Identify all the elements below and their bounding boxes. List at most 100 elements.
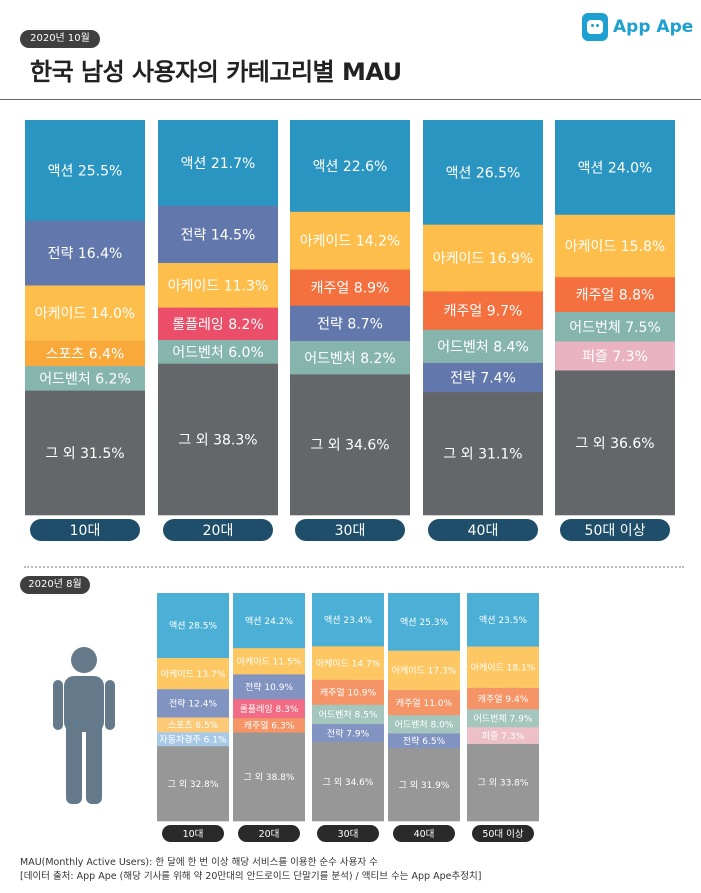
aug-label-4-어드벤처: 어드벤처 8.0%: [395, 719, 454, 731]
aug-bar-5-액션: [467, 593, 539, 647]
oct-label-2-액션: 액션 21.7%: [181, 156, 256, 172]
oct-age-label-5: 50대 이상: [585, 523, 646, 539]
oct-label-5-그-외: 그 외 36.6%: [575, 436, 654, 452]
aug-bar-3-캐주얼: [312, 679, 384, 706]
aug-bar-1-아케이드: [157, 657, 229, 690]
footnote: MAU(Monthly Active Users): 한 달에 한 번 이상 해…: [20, 856, 481, 884]
aug-label-5-캐주얼: 캐주얼 9.4%: [478, 694, 529, 705]
oct-label-1-스포츠: 스포츠 6.4%: [46, 346, 125, 362]
oct-label-2-롤플레잉: 롤플레잉 8.2%: [172, 317, 264, 333]
aug-label-2-아케이드: 아케이드 11.5%: [237, 657, 302, 668]
header-divider: [0, 99, 701, 100]
section-divider: [24, 566, 684, 568]
aug-bar-4-액션: [388, 593, 460, 651]
oct-label-5-아케이드: 아케이드 15.8%: [565, 239, 665, 255]
oct-age-label-1: 10대: [70, 523, 101, 539]
oct-label-2-그-외: 그 외 38.3%: [178, 432, 257, 448]
oct-bar-3-전략: [290, 305, 410, 342]
oct-label-5-캐주얼: 캐주얼 8.8%: [576, 288, 655, 304]
aug-bar-4-아케이드: [388, 650, 460, 691]
aug-label-5-어드번체: 어드번체 7.9%: [474, 714, 533, 725]
period-badge-august: 2020년 8월: [20, 576, 90, 594]
male-user-icon: [53, 647, 115, 804]
aug-label-2-캐주얼: 캐주얼 6.3%: [244, 721, 295, 732]
oct-bar-3-캐주얼: [290, 269, 410, 307]
oct-bar-4-캐주얼: [423, 291, 543, 331]
oct-label-1-액션: 액션 25.5%: [48, 163, 123, 179]
oct-label-4-캐주얼: 캐주얼 9.7%: [444, 304, 523, 320]
oct-age-pill-4: [428, 519, 538, 541]
oct-label-3-아케이드: 아케이드 14.2%: [300, 234, 400, 250]
aug-label-4-아케이드: 아케이드 17.3%: [392, 666, 457, 677]
aug-label-3-아케이드: 아케이드 14.7%: [316, 658, 381, 669]
aug-bar-1-그-외: [157, 746, 229, 822]
aug-label-4-액션: 액션 25.3%: [400, 616, 448, 628]
aug-bar-3-어드벤처: [312, 704, 384, 725]
aug-age-pill-1: [162, 825, 224, 842]
oct-label-2-전략: 전략 14.5%: [181, 227, 256, 243]
oct-bar-1-아케이드: [25, 285, 145, 342]
aug-age-label-1: 10대: [183, 829, 204, 840]
aug-bar-4-어드벤처: [388, 715, 460, 734]
oct-bar-5-그-외: [555, 370, 675, 516]
aug-label-2-액션: 액션 24.2%: [245, 615, 293, 627]
oct-bar-2-어드벤처: [158, 340, 278, 365]
aug-bar-2-그-외: [233, 732, 305, 822]
oct-bar-5-어드번체: [555, 311, 675, 342]
oct-label-4-액션: 액션 26.5%: [446, 165, 521, 181]
aug-age-pill-5: [472, 825, 534, 842]
aug-bar-5-아케이드: [467, 646, 539, 689]
oct-label-5-어드번체: 어드번체 7.5%: [569, 320, 661, 336]
october-chart: 액션 25.5% 전략 16.4% 아케이드 14.0% 스포츠 6.4% 어드벤처 6…: [25, 120, 675, 541]
oct-bar-3-어드벤처: [290, 341, 410, 375]
oct-label-3-캐주얼: 캐주얼 8.9%: [311, 281, 390, 297]
aug-label-4-캐주얼: 캐주얼 11.0%: [396, 698, 453, 709]
oct-label-3-전략: 전략 8.7%: [317, 316, 383, 332]
oct-bar-4-어드벤처: [423, 329, 543, 364]
period-badge-october: 2020년 10월: [20, 30, 100, 48]
aug-label-5-퍼즐: 퍼즐 7.3%: [482, 731, 525, 742]
oct-bar-2-액션: [158, 120, 278, 207]
aug-label-3-액션: 액션 23.4%: [324, 614, 372, 626]
aug-label-1-전략: 전략 12.4%: [169, 698, 217, 710]
mau-definition: MAU(Monthly Active Users): 한 달에 한 번 이상 해…: [20, 857, 378, 868]
aug-bar-3-아케이드: [312, 646, 384, 681]
oct-label-5-액션: 액션 24.0%: [578, 160, 653, 176]
aug-bar-5-캐주얼: [467, 687, 539, 710]
oct-bar-5-캐주얼: [555, 277, 675, 313]
oct-label-5-퍼즐: 퍼즐 7.3%: [582, 349, 648, 365]
oct-bar-1-어드벤처: [25, 366, 145, 391]
oct-age-label-3: 30대: [335, 523, 366, 539]
aug-bar-2-캐주얼: [233, 718, 305, 733]
aug-bar-3-전략: [312, 724, 384, 743]
oct-label-2-아케이드: 아케이드 11.3%: [168, 278, 268, 294]
oct-label-3-그-외: 그 외 34.6%: [310, 438, 389, 454]
oct-bar-4-액션: [423, 120, 543, 225]
oct-label-3-액션: 액션 22.6%: [313, 159, 388, 175]
aug-age-pill-4: [393, 825, 455, 842]
aug-bar-5-퍼즐: [467, 727, 539, 745]
oct-bar-4-아케이드: [423, 224, 543, 292]
data-source: [데이터 출처: App Ape (해당 기사를 위해 약 20만대의 안드로이…: [20, 871, 482, 882]
oct-bar-3-아케이드: [290, 211, 410, 270]
app-ape-logo-icon: [582, 13, 608, 41]
oct-bar-5-퍼즐: [555, 341, 675, 371]
oct-bar-3-액션: [290, 120, 410, 213]
aug-label-1-스포츠: 스포츠 6.5%: [168, 720, 219, 731]
aug-label-4-전략: 전략 6.5%: [403, 735, 446, 747]
aug-label-2-그-외: 그 외 38.8%: [244, 771, 295, 783]
aug-label-1-자동차경주: 자동차경주 6.1%: [159, 734, 227, 746]
oct-label-4-아케이드: 아케이드 16.9%: [433, 251, 533, 267]
oct-bar-2-아케이드: [158, 262, 278, 308]
oct-bar-2-롤플레잉: [158, 307, 278, 341]
aug-age-pill-2: [238, 825, 300, 842]
oct-label-4-어드벤처: 어드벤처 8.4%: [437, 339, 529, 355]
aug-label-3-캐주얼: 캐주얼 10.9%: [320, 688, 377, 699]
oct-bar-5-아케이드: [555, 214, 675, 278]
oct-bar-1-전략: [25, 220, 145, 286]
aug-bar-1-자동차경주: [157, 732, 229, 747]
oct-label-1-어드벤처: 어드벤처 6.2%: [39, 371, 131, 387]
aug-bar-5-그-외: [467, 743, 539, 822]
aug-age-pill-3: [317, 825, 379, 842]
